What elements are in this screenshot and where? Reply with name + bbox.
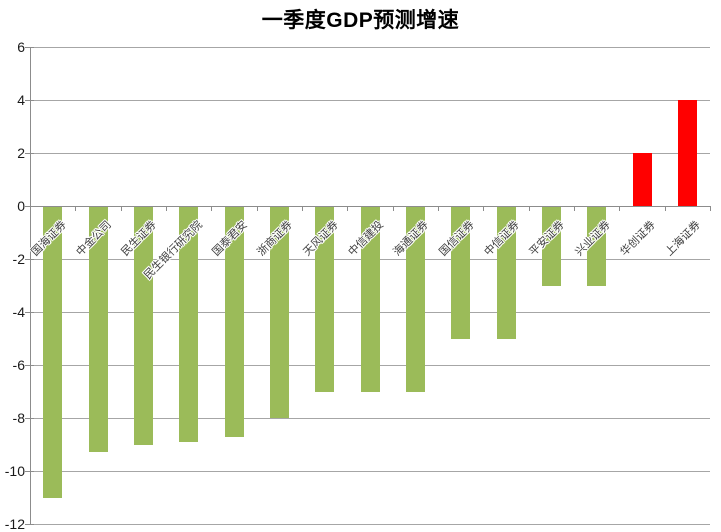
x-axis-tick — [528, 206, 530, 211]
y-tick-label: -10 — [4, 463, 25, 479]
y-axis-tick — [25, 471, 34, 472]
bar — [179, 207, 199, 442]
bar — [405, 207, 425, 392]
y-tick-label: 2 — [17, 145, 25, 161]
y-axis-tick — [25, 365, 34, 366]
x-axis-tick — [392, 206, 394, 211]
bar — [632, 153, 652, 206]
y-tick-label: -6 — [12, 357, 25, 373]
y-axis-line — [30, 47, 31, 524]
gridline — [30, 418, 710, 419]
y-tick-label: -4 — [12, 304, 25, 320]
x-axis-tick — [664, 206, 666, 211]
y-axis-tick — [25, 206, 34, 207]
gridline — [30, 47, 710, 48]
y-axis-tick — [25, 153, 34, 154]
y-tick-label: -12 — [4, 516, 25, 532]
bar — [541, 207, 561, 286]
y-tick-label: 6 — [17, 39, 25, 55]
x-axis-line — [30, 206, 710, 207]
bar — [587, 207, 607, 286]
y-axis-tick — [25, 259, 34, 260]
gridline — [30, 100, 710, 101]
y-tick-label: 0 — [17, 198, 25, 214]
bar — [269, 207, 289, 418]
bar — [224, 207, 244, 437]
gridline — [30, 524, 710, 525]
x-axis-tick — [120, 206, 122, 211]
y-tick-label: -2 — [12, 251, 25, 267]
x-axis-tick — [710, 206, 711, 211]
x-axis-tick — [211, 206, 213, 211]
y-axis-tick — [25, 418, 34, 419]
x-axis-tick — [619, 206, 621, 211]
y-axis-tick — [25, 524, 34, 525]
bar — [315, 207, 335, 392]
y-axis-tick — [25, 100, 34, 101]
x-axis-tick — [438, 206, 439, 211]
y-axis-tick — [25, 312, 34, 313]
y-tick-label: 4 — [17, 92, 25, 108]
bar — [677, 100, 697, 206]
x-axis-tick — [483, 206, 485, 211]
gridline — [30, 153, 710, 154]
chart-title: 一季度GDP预测增速 — [261, 9, 460, 32]
x-axis-tick — [75, 206, 77, 211]
bar — [451, 207, 471, 339]
x-axis-tick — [30, 206, 31, 211]
bar — [496, 207, 516, 339]
x-axis-tick — [166, 206, 167, 211]
x-axis-tick — [347, 206, 349, 211]
bar — [43, 207, 63, 498]
y-axis-tick — [25, 47, 34, 48]
gridline — [30, 471, 710, 472]
x-axis-tick — [256, 206, 258, 211]
y-tick-label: -8 — [12, 410, 25, 426]
x-axis-tick — [574, 206, 575, 211]
bar — [133, 207, 153, 445]
x-axis-tick — [302, 206, 303, 211]
bar — [360, 207, 380, 392]
bar — [88, 207, 108, 453]
